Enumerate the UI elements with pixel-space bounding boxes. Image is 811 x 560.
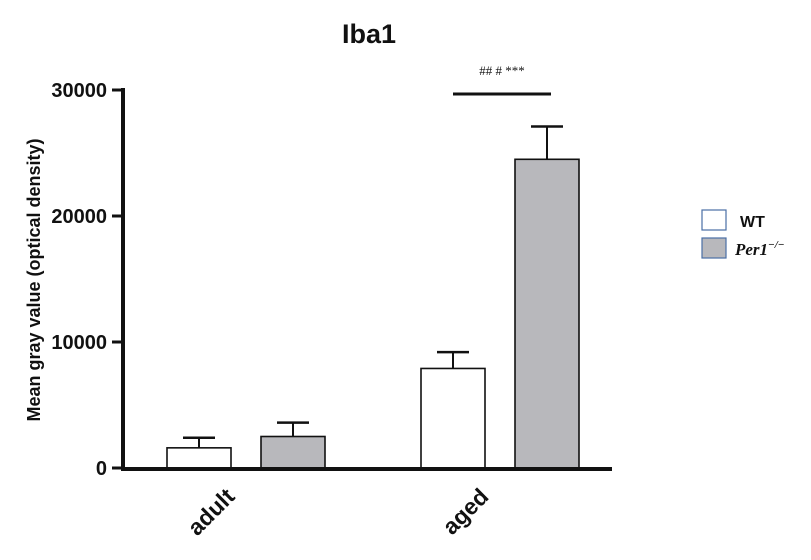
error-bars: [183, 125, 563, 448]
bars: [166, 158, 580, 469]
y-tick-label: 10000: [51, 332, 107, 354]
x-category-label: aged: [437, 483, 493, 539]
bar: [420, 367, 486, 469]
legend-label-per1-superscript: −/−: [768, 239, 784, 251]
significance-annotations: ## # ***: [453, 63, 551, 96]
x-axis-categories: adult aged: [182, 483, 493, 540]
bar: [166, 447, 232, 469]
bar: [514, 158, 580, 469]
chart-title: Iba1: [342, 19, 396, 49]
significance-label: ## # ***: [479, 63, 525, 78]
legend-label-wt: WT: [740, 214, 765, 231]
y-tick-label: 0: [96, 458, 107, 480]
y-tick-label: 20000: [51, 206, 107, 228]
y-axis-ticks: 0 10000 20000 30000: [51, 80, 123, 480]
x-category-label: adult: [182, 483, 239, 540]
legend-swatch-per1: [701, 237, 727, 259]
y-tick-label: 30000: [51, 80, 107, 102]
legend-label-per1: Per1−/−: [734, 239, 784, 259]
legend-label-per1-name: Per1: [734, 240, 768, 259]
legend-swatch-wt: [701, 209, 727, 231]
legend: WT Per1−/−: [701, 209, 784, 259]
y-axis-label: Mean gray value (optical density): [24, 138, 44, 421]
bar: [260, 435, 326, 469]
